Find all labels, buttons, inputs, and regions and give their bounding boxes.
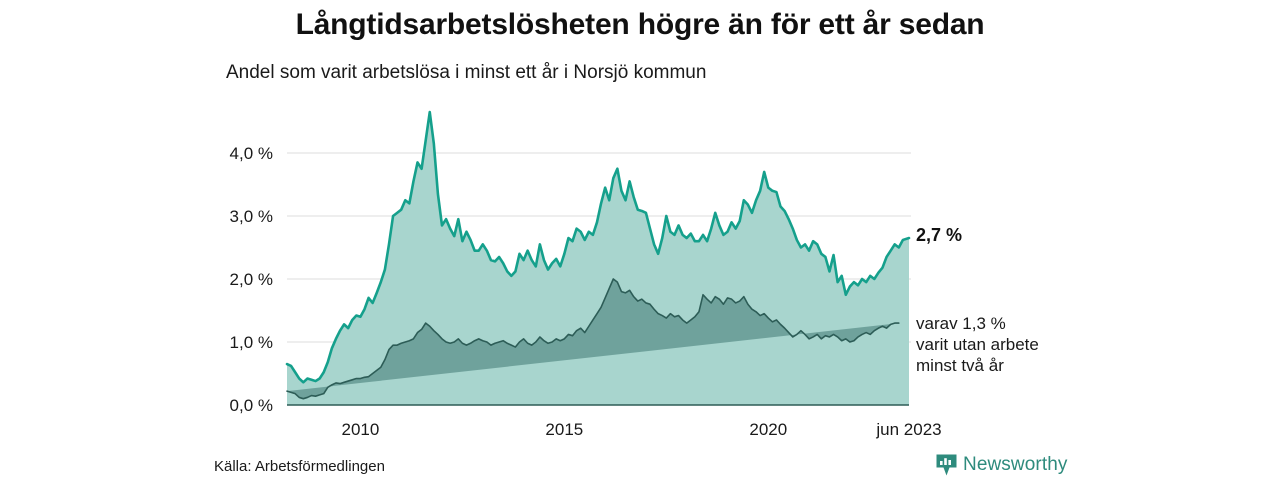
secondary-annotation-line-3: minst två år	[916, 356, 1004, 375]
x-axis-tick-label: 2010	[342, 420, 380, 439]
x-axis-tick-label: 2020	[749, 420, 787, 439]
newsworthy-pin-barchart-icon	[936, 454, 957, 476]
secondary-series-annotation: varav 1,3 % varit utan arbete minst två …	[916, 313, 1039, 376]
x-axis-tick-label: 2015	[545, 420, 583, 439]
source-caption: Källa: Arbetsförmedlingen	[214, 458, 385, 475]
series-secondary-area	[287, 279, 899, 399]
secondary-annotation-line-1: varav 1,3 %	[916, 314, 1006, 333]
end-value-annotation: 2,7 %	[916, 225, 963, 245]
y-axis-tick-label: 0,0 %	[230, 396, 273, 415]
y-axis-tick-label: 2,0 %	[230, 270, 273, 289]
newsworthy-logo: Newsworthy	[936, 453, 1067, 477]
newsworthy-logo-text: Newsworthy	[963, 454, 1068, 475]
series-primary-area	[287, 112, 909, 406]
secondary-annotation-line-2: varit utan arbete	[916, 335, 1039, 354]
y-axis-tick-label: 1,0 %	[230, 333, 273, 352]
y-axis-tick-label: 4,0 %	[230, 144, 273, 163]
x-axis-tick-label: jun 2023	[875, 420, 941, 439]
series-secondary-line	[286, 278, 900, 400]
page-title: Långtidsarbetslösheten högre än för ett …	[295, 8, 985, 41]
series-primary-line	[285, 110, 911, 384]
page-subtitle: Andel som varit arbetslösa i minst ett å…	[226, 62, 707, 83]
y-axis-tick-label: 3,0 %	[230, 207, 273, 226]
